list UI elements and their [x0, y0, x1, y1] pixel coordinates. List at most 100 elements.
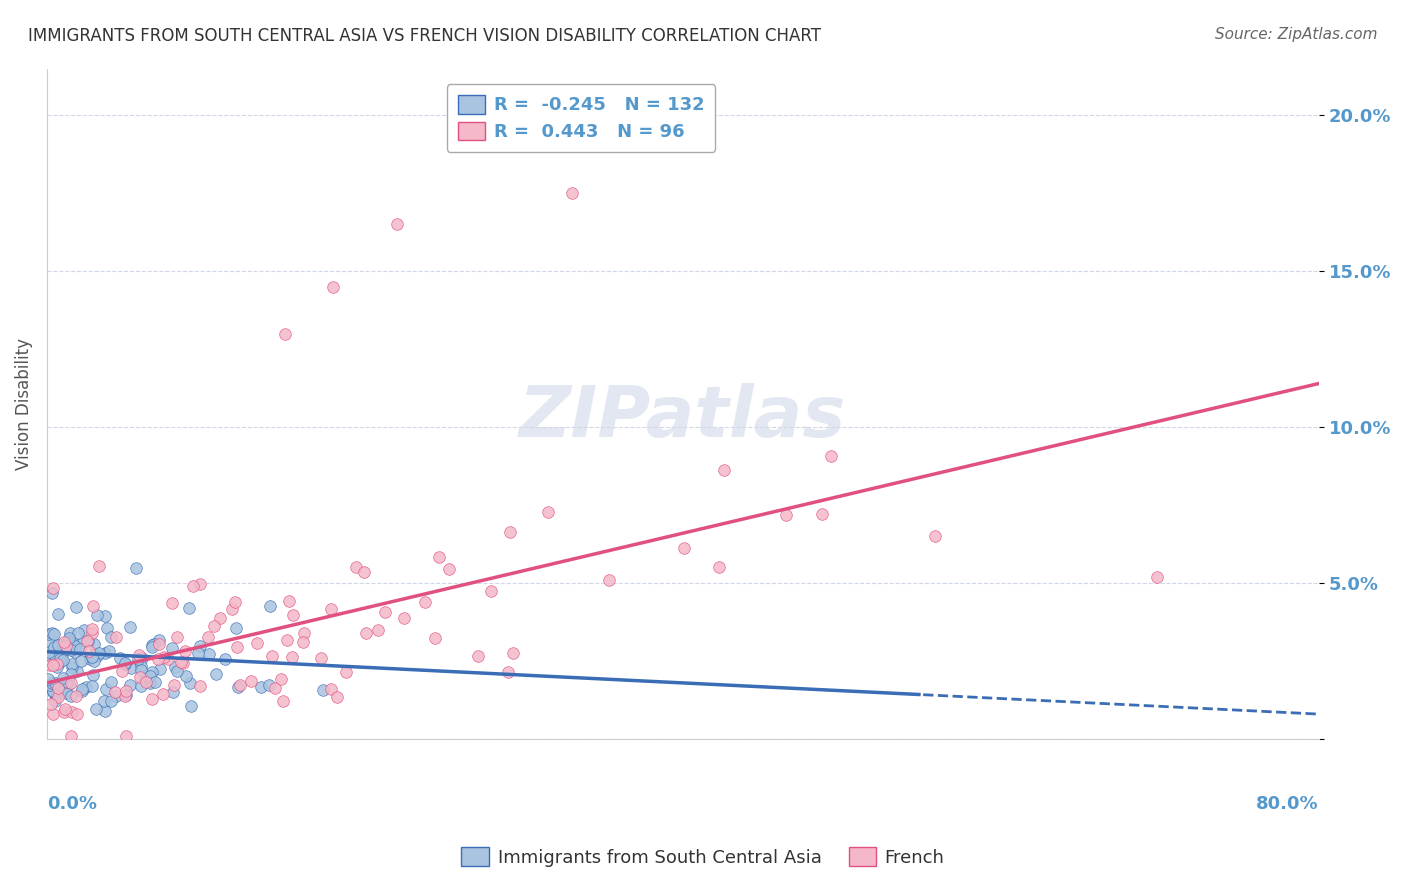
Point — [259, 599, 281, 614]
Point — [214, 652, 236, 666]
Point — [292, 634, 315, 648]
Point — [49, 646, 72, 660]
Point — [59, 729, 82, 743]
Point — [75, 680, 97, 694]
Point — [114, 657, 136, 671]
Point — [72, 683, 94, 698]
Point — [152, 687, 174, 701]
Point — [72, 635, 94, 649]
Point — [53, 634, 76, 648]
Point — [59, 634, 82, 648]
Point — [149, 662, 172, 676]
Point — [53, 705, 76, 719]
Point — [413, 595, 436, 609]
Point — [226, 680, 249, 694]
Point — [45, 660, 67, 674]
Point — [93, 694, 115, 708]
Point — [1146, 570, 1168, 584]
Point — [41, 626, 63, 640]
Point — [467, 649, 489, 664]
Point — [202, 619, 225, 633]
Point — [108, 650, 131, 665]
Point — [98, 644, 121, 658]
Point — [39, 657, 62, 672]
Point — [76, 634, 98, 648]
Point — [163, 659, 186, 673]
Point — [37, 652, 59, 666]
Point — [129, 670, 152, 684]
Point — [180, 698, 202, 713]
Point — [38, 678, 60, 692]
Point — [41, 676, 63, 690]
Point — [166, 630, 188, 644]
Point — [374, 605, 396, 619]
Point — [118, 620, 141, 634]
Point — [134, 671, 156, 685]
Point — [42, 685, 65, 699]
Point — [228, 678, 250, 692]
Point — [335, 665, 357, 679]
Point — [129, 658, 152, 673]
Point — [309, 651, 332, 665]
Point — [326, 690, 349, 704]
Point — [83, 637, 105, 651]
Point — [42, 658, 65, 673]
Point — [44, 648, 66, 663]
Point — [41, 581, 63, 595]
Point — [42, 706, 65, 721]
Point — [111, 664, 134, 678]
Point — [44, 627, 66, 641]
Point — [141, 638, 163, 652]
Point — [672, 541, 695, 555]
Point — [775, 508, 797, 522]
Point — [169, 656, 191, 670]
Point — [39, 648, 62, 662]
Point — [321, 602, 343, 616]
Point — [172, 656, 194, 670]
Point — [49, 683, 72, 698]
Point — [198, 647, 221, 661]
Point — [125, 560, 148, 574]
Legend: R =  -0.245   N = 132, R =  0.443   N = 96: R = -0.245 N = 132, R = 0.443 N = 96 — [447, 84, 716, 152]
Point — [120, 660, 142, 674]
Point — [188, 576, 211, 591]
Point — [536, 505, 558, 519]
Point — [39, 636, 62, 650]
Point — [46, 690, 69, 704]
Point — [56, 634, 79, 648]
Point — [319, 681, 342, 696]
Point — [44, 640, 66, 655]
Point — [52, 640, 75, 655]
Point — [427, 550, 450, 565]
Point — [63, 640, 86, 654]
Point — [94, 704, 117, 718]
Point — [104, 689, 127, 703]
Point — [63, 645, 86, 659]
Point — [128, 648, 150, 663]
Point — [250, 680, 273, 694]
Point — [104, 630, 127, 644]
Point — [51, 647, 73, 661]
Point — [58, 631, 80, 645]
Point — [707, 559, 730, 574]
Point — [188, 639, 211, 653]
Point — [181, 579, 204, 593]
Point — [49, 652, 72, 666]
Point — [67, 626, 90, 640]
Point — [48, 642, 70, 657]
Point — [139, 676, 162, 690]
Point — [58, 640, 80, 654]
Point — [924, 529, 946, 543]
Point — [114, 656, 136, 670]
Point — [96, 682, 118, 697]
Point — [100, 630, 122, 644]
Point — [499, 525, 522, 540]
Point — [79, 644, 101, 658]
Point — [44, 675, 66, 690]
Point — [114, 689, 136, 703]
Point — [141, 665, 163, 680]
Point — [162, 640, 184, 655]
Point — [53, 641, 76, 656]
Point — [162, 684, 184, 698]
Point — [177, 600, 200, 615]
